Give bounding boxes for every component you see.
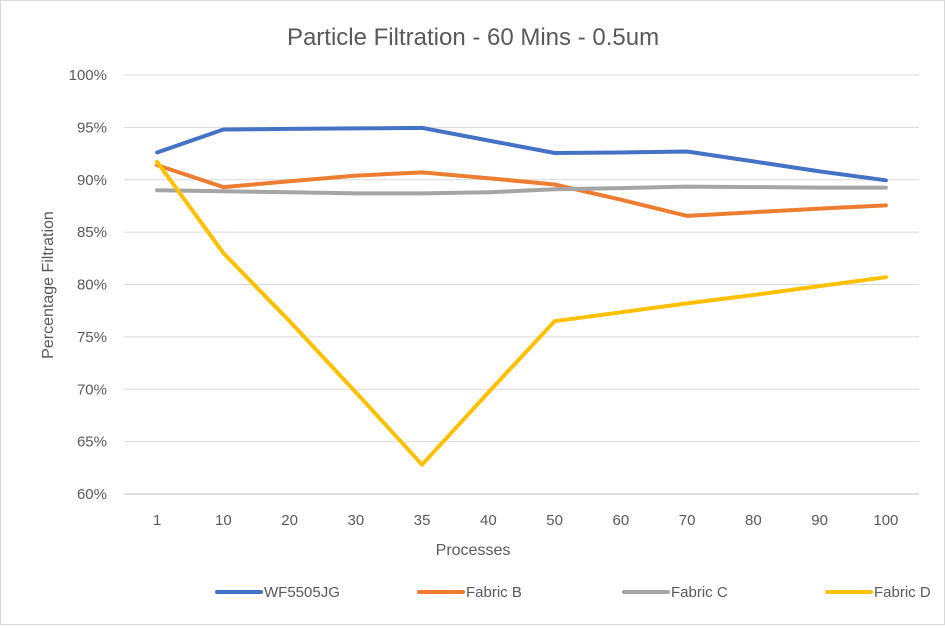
x-tick-label: 80 (745, 512, 762, 529)
x-tick-label: 20 (281, 512, 298, 529)
y-tick-label: 65% (77, 434, 107, 451)
x-axis-title: Processes (436, 542, 511, 559)
x-tick-label: 60 (613, 512, 630, 529)
legend-item-wf5505jg: WF5505JG (215, 584, 340, 601)
series-lines (155, 125, 888, 467)
gridlines (124, 74, 919, 495)
x-tick-label: 90 (811, 512, 828, 529)
chart-title: Particle Filtration - 60 Mins - 0.5um (287, 24, 659, 51)
series-line-fabric-d (155, 159, 888, 467)
x-tick-label: 100 (873, 512, 898, 529)
legend-label: Fabric D (874, 584, 931, 601)
y-tick-label: 60% (77, 486, 107, 503)
series-line-fabric-c (155, 184, 888, 196)
y-tick-label: 75% (77, 329, 107, 346)
x-tick-label: 40 (480, 512, 497, 529)
legend-label: WF5505JG (264, 584, 340, 601)
legend-item-fabric-d: Fabric D (825, 584, 931, 601)
y-tick-label: 90% (77, 172, 107, 189)
y-tick-label: 80% (77, 277, 107, 294)
y-tick-label: 85% (77, 224, 107, 241)
x-axis-ticks: 1 10 20 30 35 40 50 60 70 80 90 100 (153, 512, 898, 529)
x-tick-label: 1 (153, 512, 161, 529)
y-axis-title: Percentage Filtration (40, 211, 57, 359)
y-tick-label: 70% (77, 381, 107, 398)
legend: WF5505JG Fabric B Fabric C Fabric D (215, 584, 931, 601)
y-tick-label: 95% (77, 119, 107, 136)
x-tick-label: 10 (215, 512, 232, 529)
x-tick-label: 35 (414, 512, 431, 529)
legend-item-fabric-b: Fabric B (417, 584, 522, 601)
x-tick-label: 70 (679, 512, 696, 529)
legend-item-fabric-c: Fabric C (622, 584, 728, 601)
series-line-fabric-b (155, 163, 888, 218)
x-tick-label: 50 (546, 512, 563, 529)
legend-label: Fabric C (671, 584, 728, 601)
x-tick-label: 30 (348, 512, 365, 529)
y-axis-ticks: 60% 65% 70% 75% 80% 85% 90% 95% 100% (69, 67, 107, 503)
y-tick-label: 100% (69, 67, 107, 84)
series-line-wf5505jg (155, 125, 888, 183)
legend-label: Fabric B (466, 584, 522, 601)
